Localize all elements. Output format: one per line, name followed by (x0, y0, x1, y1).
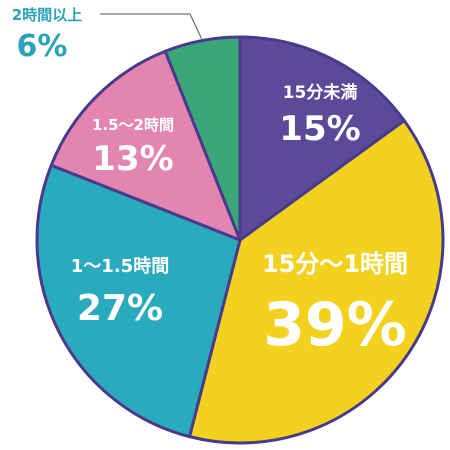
callout-leader-line (100, 13, 203, 39)
slice-percent-label: 13% (92, 139, 173, 179)
slice-percent-label: 39% (263, 290, 407, 360)
slices-layer (35, 35, 445, 445)
slice-percent-label: 27% (77, 288, 163, 329)
callout-percent-label: 6% (17, 29, 68, 64)
slice-category-label: 15分未満 (283, 82, 358, 103)
pie-slice (35, 163, 242, 439)
pie-slice (163, 35, 242, 242)
pie-slice (238, 35, 406, 242)
pie-slice (49, 49, 242, 242)
slice-category-label: 1〜1.5時間 (71, 256, 169, 277)
slice-category-label: 1.5〜2時間 (92, 116, 174, 134)
callout-category-label: 2時間以上 (12, 6, 82, 24)
slice-percent-label: 15% (279, 109, 360, 149)
pie-slice (188, 119, 445, 445)
labels-layer: 15分未満 15% 15分〜1時間 39% 1〜1.5時間 27% 1.5〜2時間 13% 2時… (12, 6, 408, 360)
slice-category-label: 15分〜1時間 (262, 250, 408, 278)
